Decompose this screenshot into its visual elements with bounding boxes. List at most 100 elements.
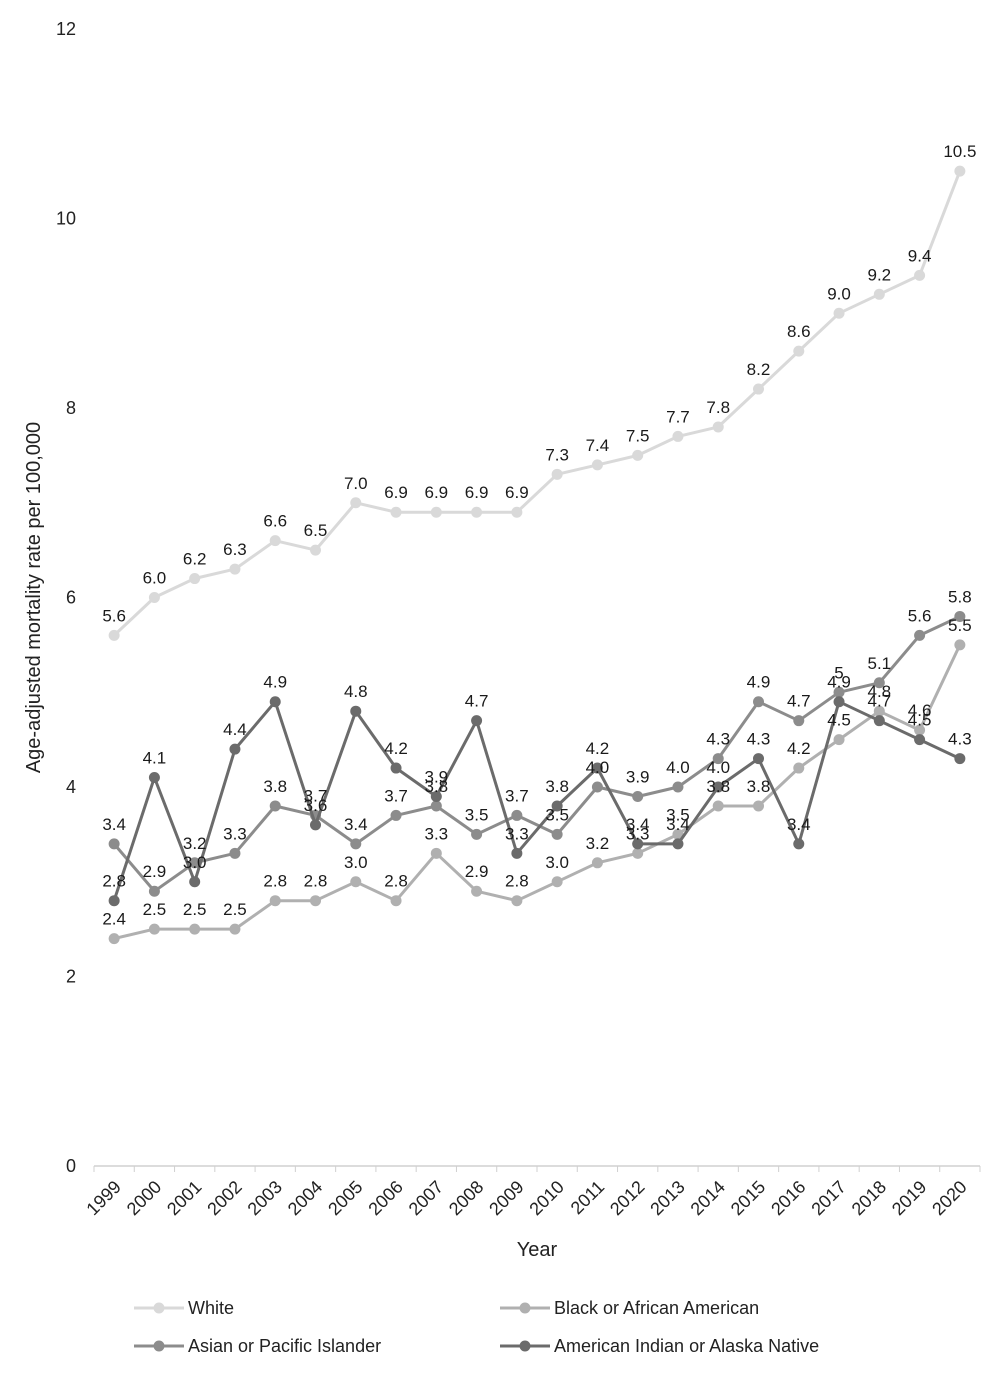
data-point xyxy=(511,809,523,821)
data-label: 4.6 xyxy=(908,701,932,720)
data-point xyxy=(591,857,603,869)
data-label: 4.5 xyxy=(908,711,932,730)
data-point xyxy=(632,449,644,461)
data-point xyxy=(753,753,764,765)
data-label: 3.3 xyxy=(505,824,529,843)
x-tick-label: 2019 xyxy=(888,1177,930,1219)
y-tick-label: 12 xyxy=(56,19,76,39)
data-point xyxy=(229,847,241,859)
data-point xyxy=(833,734,845,746)
data-label: 7.3 xyxy=(545,445,569,464)
data-point xyxy=(350,705,362,717)
data-point xyxy=(954,610,966,622)
data-point xyxy=(350,876,362,888)
data-label: 3.5 xyxy=(465,805,489,824)
data-label: 7.5 xyxy=(626,426,650,445)
data-label: 3.8 xyxy=(706,777,730,796)
data-point xyxy=(793,762,805,774)
x-tick-label: 2000 xyxy=(123,1177,165,1219)
data-point xyxy=(229,743,241,755)
data-point xyxy=(873,715,885,727)
x-tick-label: 2008 xyxy=(445,1177,487,1219)
data-point xyxy=(591,781,603,793)
data-label: 3.4 xyxy=(626,815,650,834)
data-point xyxy=(954,753,966,765)
x-tick-label: 2007 xyxy=(405,1177,447,1219)
data-point xyxy=(471,715,483,727)
y-tick-label: 8 xyxy=(66,398,76,418)
data-label: 3.9 xyxy=(424,767,448,786)
data-label: 3.0 xyxy=(545,853,569,872)
data-point xyxy=(551,828,563,840)
data-point xyxy=(430,506,442,518)
data-point xyxy=(390,762,402,774)
x-tick-label: 2013 xyxy=(646,1177,688,1219)
x-tick-label: 2015 xyxy=(727,1177,769,1219)
data-point xyxy=(632,790,644,802)
data-label: 4.9 xyxy=(827,673,851,692)
data-point xyxy=(189,857,201,869)
data-label: 3.3 xyxy=(223,824,247,843)
series-2 xyxy=(108,639,966,945)
series-1 xyxy=(108,165,966,641)
data-label: 4.7 xyxy=(787,692,811,711)
x-tick-label: 2001 xyxy=(163,1177,205,1219)
data-label: 3.4 xyxy=(102,815,126,834)
data-label: 9.4 xyxy=(908,246,932,265)
legend-label: Black or African American xyxy=(554,1298,759,1318)
data-label: 3.7 xyxy=(384,786,408,805)
data-label: 5.6 xyxy=(102,606,126,625)
series-3 xyxy=(108,610,966,897)
x-tick-label: 2012 xyxy=(606,1177,648,1219)
data-point xyxy=(833,307,845,319)
data-point xyxy=(471,885,483,897)
data-label: 10.5 xyxy=(943,142,976,161)
data-label: 2.8 xyxy=(505,872,529,891)
data-label: 2.8 xyxy=(384,872,408,891)
data-point xyxy=(430,847,442,859)
data-point xyxy=(954,639,966,651)
data-label: 5.8 xyxy=(948,587,972,606)
data-point xyxy=(269,535,281,547)
data-point xyxy=(108,895,120,907)
data-labels-layer: 5.6 6.0 6.2 6.3 6.6 6.5 7.0 6.9 6.9 6.9 6.9 7.3 7.4 7… xyxy=(102,142,976,928)
data-label: 6.9 xyxy=(424,483,448,502)
data-label: 4.9 xyxy=(263,673,287,692)
x-tick-label: 2016 xyxy=(767,1177,809,1219)
x-tick-label: 1999 xyxy=(83,1177,125,1219)
y-tick-label: 0 xyxy=(66,1156,76,1176)
x-tick-label: 2003 xyxy=(244,1177,286,1219)
data-label: 9.0 xyxy=(827,284,851,303)
data-label: 7.7 xyxy=(666,407,690,426)
x-tick-label: 2014 xyxy=(687,1177,729,1219)
data-label: 3.8 xyxy=(424,777,448,796)
data-point xyxy=(833,686,845,698)
data-label: 6.9 xyxy=(505,483,529,502)
data-label: 5 xyxy=(834,663,843,682)
data-label: 3.0 xyxy=(344,853,368,872)
data-label: 3.2 xyxy=(183,834,207,853)
y-tick-label: 10 xyxy=(56,209,76,229)
data-label: 5.6 xyxy=(908,606,932,625)
data-label: 3.3 xyxy=(424,824,448,843)
data-label: 4.7 xyxy=(465,692,489,711)
series-line xyxy=(112,615,961,893)
data-point xyxy=(873,705,885,717)
legend-swatch-marker xyxy=(519,1340,531,1352)
legend-item: Asian or Pacific Islander xyxy=(134,1336,381,1356)
data-point xyxy=(189,573,201,585)
data-label: 2.9 xyxy=(465,862,489,881)
data-point xyxy=(229,563,241,575)
data-label: 4.3 xyxy=(706,730,730,749)
legend-label: American Indian or Alaska Native xyxy=(554,1336,819,1356)
data-point xyxy=(269,895,281,907)
legend-swatch-marker xyxy=(519,1302,531,1314)
data-point xyxy=(269,696,281,708)
legend-item: White xyxy=(134,1298,234,1318)
data-label: 5.5 xyxy=(948,616,972,635)
data-label: 3.7 xyxy=(505,786,529,805)
legend-item: American Indian or Alaska Native xyxy=(500,1336,819,1356)
data-point xyxy=(390,895,402,907)
x-tick-label: 2011 xyxy=(567,1177,609,1219)
